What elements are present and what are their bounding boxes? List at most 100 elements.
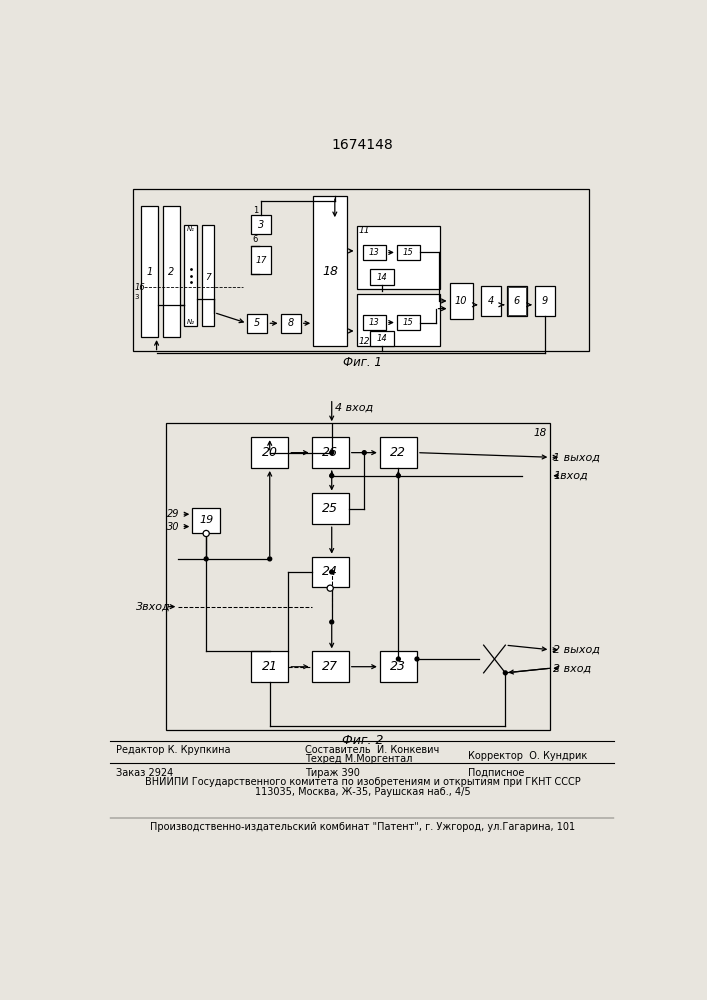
Bar [134, 189, 589, 351]
Text: 1: 1 [252, 206, 258, 215]
Text: 4: 4 [487, 296, 493, 306]
Text: Фиг. 1: Фиг. 1 [344, 356, 382, 369]
Text: N₁: N₁ [187, 226, 194, 232]
Text: Редактор К. Крупкина: Редактор К. Крупкина [115, 745, 230, 755]
Text: 6: 6 [252, 235, 258, 244]
Text: 21: 21 [262, 660, 278, 673]
Text: 12: 12 [358, 337, 370, 346]
Circle shape [329, 474, 334, 478]
Bar [281, 314, 300, 333]
Text: 5: 5 [255, 318, 260, 328]
Text: 1: 1 [146, 267, 153, 277]
Text: 14: 14 [377, 273, 387, 282]
Text: 16: 16 [135, 283, 146, 292]
Circle shape [329, 620, 334, 624]
Bar [481, 286, 501, 316]
Text: 4 вход: 4 вход [335, 403, 373, 413]
Text: 3вход: 3вход [136, 602, 171, 612]
Text: Подписное: Подписное [468, 768, 525, 778]
Bar [397, 245, 420, 260]
Bar [251, 437, 288, 468]
Bar [201, 225, 214, 326]
Text: 2 вход: 2 вход [554, 663, 592, 673]
Text: 6: 6 [514, 296, 520, 306]
Bar [450, 283, 473, 319]
Text: 10: 10 [455, 296, 467, 306]
Circle shape [329, 570, 334, 574]
Circle shape [397, 657, 400, 661]
Bar [312, 493, 349, 524]
Text: Техред М.Моргентал: Техред М.Моргентал [305, 754, 413, 764]
Text: 15: 15 [403, 318, 414, 327]
Text: 8: 8 [288, 318, 294, 328]
Circle shape [329, 451, 334, 455]
Bar [192, 508, 220, 533]
Text: 13: 13 [369, 248, 380, 257]
Bar [370, 331, 394, 346]
Circle shape [268, 557, 271, 561]
Text: 1674148: 1674148 [332, 138, 394, 152]
Text: Заказ 2924: Заказ 2924 [115, 768, 173, 778]
Bar [363, 315, 386, 330]
Text: Корректор  О. Кундрик: Корректор О. Кундрик [468, 751, 588, 761]
Text: 23: 23 [390, 660, 407, 673]
Text: Фиг. 2: Фиг. 2 [342, 734, 383, 747]
Bar [185, 225, 197, 326]
Bar [507, 286, 527, 316]
Text: 24: 24 [322, 565, 338, 578]
Bar [251, 246, 271, 274]
Circle shape [363, 451, 366, 455]
Text: 113035, Москва, Ж-35, Раушская наб., 4/5: 113035, Москва, Ж-35, Раушская наб., 4/5 [255, 787, 471, 797]
Text: 17: 17 [255, 256, 267, 265]
Text: 26: 26 [322, 446, 338, 459]
Circle shape [327, 585, 333, 591]
Text: 19: 19 [199, 515, 214, 525]
Text: Производственно-издательский комбинат "Патент", г. Ужгород, ул.Гагарина, 101: Производственно-издательский комбинат "П… [150, 822, 575, 832]
Text: 11: 11 [358, 226, 370, 235]
Bar [534, 286, 555, 316]
Circle shape [503, 671, 507, 675]
Text: 18: 18 [322, 265, 338, 278]
Text: 3: 3 [258, 220, 264, 230]
Text: 13: 13 [369, 318, 380, 327]
Text: 29: 29 [168, 509, 180, 519]
Text: 15: 15 [403, 248, 414, 257]
Bar [312, 557, 349, 587]
Text: Тираж 390: Тираж 390 [305, 768, 361, 778]
Text: 1вход: 1вход [554, 471, 588, 481]
Bar [380, 651, 417, 682]
Text: 9: 9 [542, 296, 548, 306]
Text: 2: 2 [168, 267, 175, 277]
Bar [508, 287, 526, 315]
Bar [356, 226, 440, 289]
Text: ВНИИПИ Государственного комитета по изобретениям и открытиям при ГКНТ СССР: ВНИИПИ Государственного комитета по изоб… [145, 777, 580, 787]
Bar [251, 651, 288, 682]
Bar [313, 196, 347, 346]
Text: 22: 22 [390, 446, 407, 459]
Bar [397, 315, 420, 330]
Text: 3: 3 [135, 294, 139, 300]
Circle shape [415, 657, 419, 661]
Bar [163, 206, 180, 337]
Text: 14: 14 [377, 334, 387, 343]
Bar [356, 294, 440, 346]
Bar [141, 206, 158, 337]
Text: Составитель  И. Конкевич: Составитель И. Конкевич [305, 745, 440, 755]
Text: 30: 30 [168, 522, 180, 532]
Bar [247, 314, 267, 333]
Text: 2 выход: 2 выход [554, 645, 600, 655]
Bar [312, 651, 349, 682]
Circle shape [397, 474, 400, 478]
Text: 27: 27 [322, 660, 338, 673]
Text: 18: 18 [534, 428, 547, 438]
Bar [312, 437, 349, 468]
Text: 7: 7 [205, 273, 211, 282]
Bar [370, 269, 394, 285]
Text: N₂: N₂ [187, 319, 194, 325]
Bar [251, 215, 271, 234]
Text: 25: 25 [322, 502, 338, 515]
Bar [380, 437, 417, 468]
Bar [363, 245, 386, 260]
Circle shape [203, 530, 209, 537]
Text: 20: 20 [262, 446, 278, 459]
